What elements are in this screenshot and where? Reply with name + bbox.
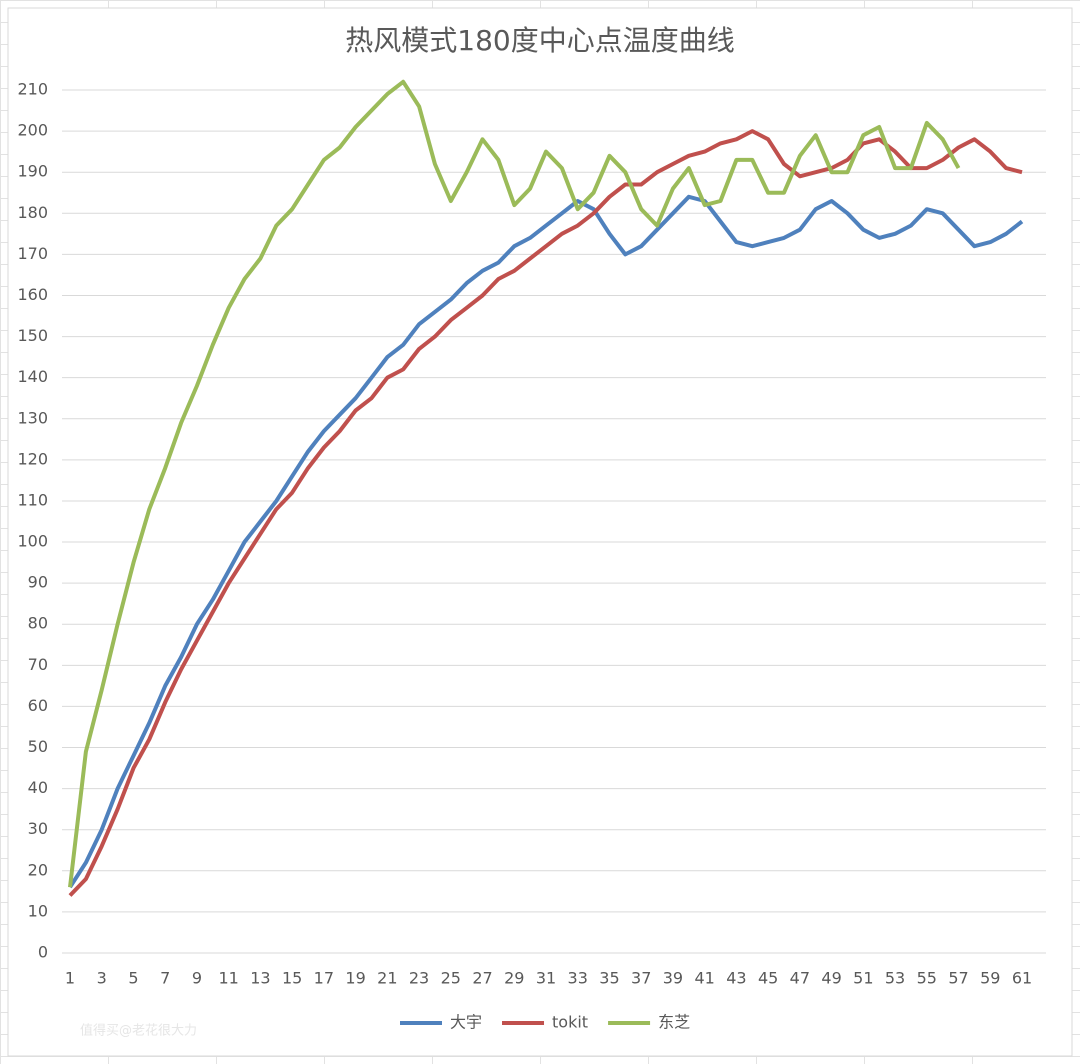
x-tick-label: 17 [314, 969, 334, 988]
y-tick-label: 120 [17, 449, 48, 468]
x-tick-label: 37 [631, 969, 651, 988]
x-tick-label: 9 [192, 969, 202, 988]
y-tick-label: 110 [17, 490, 48, 509]
y-tick-label: 10 [28, 901, 48, 920]
y-tick-label: 160 [17, 285, 48, 304]
x-tick-label: 59 [980, 969, 1000, 988]
y-tick-label: 30 [28, 819, 48, 838]
y-tick-label: 40 [28, 778, 48, 797]
legend-label: 大宇 [450, 1013, 482, 1032]
x-tick-label: 39 [663, 969, 683, 988]
x-tick-label: 13 [250, 969, 270, 988]
x-tick-label: 27 [472, 969, 492, 988]
y-tick-label: 210 [17, 80, 48, 99]
x-tick-label: 5 [128, 969, 138, 988]
watermark: 值得买@老花很大力 [80, 1023, 197, 1039]
x-tick-label: 11 [218, 969, 238, 988]
x-tick-label: 19 [345, 969, 365, 988]
y-tick-label: 140 [17, 367, 48, 386]
x-tick-label: 55 [917, 969, 937, 988]
y-tick-label: 190 [17, 162, 48, 181]
y-tick-label: 60 [28, 696, 48, 715]
x-tick-label: 21 [377, 969, 397, 988]
y-tick-label: 100 [17, 532, 48, 551]
y-tick-label: 70 [28, 655, 48, 674]
y-tick-label: 170 [17, 244, 48, 263]
x-tick-label: 41 [694, 969, 714, 988]
legend-label: tokit [552, 1013, 588, 1032]
series-line [68, 194, 1024, 889]
chart-title: 热风模式180度中心点温度曲线 [345, 24, 734, 57]
y-tick-label: 200 [17, 121, 48, 140]
y-tick-label: 20 [28, 860, 48, 879]
x-tick-label: 33 [568, 969, 588, 988]
x-tick-label: 15 [282, 969, 302, 988]
x-tick-label: 53 [885, 969, 905, 988]
x-tick-label: 35 [599, 969, 619, 988]
x-tick-label: 1 [65, 969, 75, 988]
y-tick-label: 80 [28, 614, 48, 633]
x-tick-label: 7 [160, 969, 170, 988]
x-tick-label: 47 [790, 969, 810, 988]
x-tick-label: 23 [409, 969, 429, 988]
legend-label: 东芝 [658, 1013, 690, 1032]
x-tick-label: 61 [1012, 969, 1032, 988]
x-tick-label: 45 [758, 969, 778, 988]
x-tick-label: 51 [853, 969, 873, 988]
x-tick-label: 3 [97, 969, 107, 988]
y-tick-label: 130 [17, 408, 48, 427]
series-line [68, 79, 961, 888]
x-tick-label: 49 [821, 969, 841, 988]
y-tick-label: 150 [17, 326, 48, 345]
x-tick-label: 43 [726, 969, 746, 988]
series-line [68, 129, 1023, 897]
y-tick-label: 50 [28, 737, 48, 756]
x-tick-label: 25 [441, 969, 461, 988]
x-tick-label: 57 [948, 969, 968, 988]
y-tick-label: 180 [17, 203, 48, 222]
x-tick-label: 29 [504, 969, 524, 988]
y-tick-label: 0 [38, 943, 48, 962]
chart-area [7, 7, 1073, 1057]
y-tick-label: 90 [28, 573, 48, 592]
x-tick-label: 31 [536, 969, 556, 988]
